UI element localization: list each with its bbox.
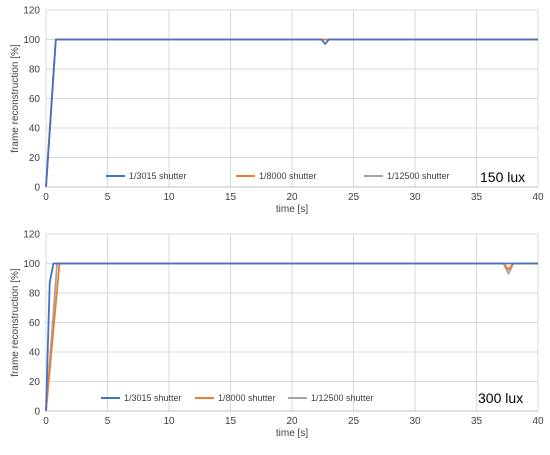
- x-tick-label: 20: [286, 192, 298, 203]
- x-tick-label: 5: [105, 192, 111, 203]
- y-tick-label: 100: [23, 259, 40, 270]
- legend-label: 1/3015 shutter: [124, 393, 182, 403]
- x-tick-label: 0: [43, 192, 49, 203]
- legend-label: 1/3015 shutter: [129, 171, 187, 181]
- chart-panel-2: 0 20 40 60 80 100 120 0 5 10 15 20 25 30 35 40 time [s] f…: [10, 230, 544, 440]
- legend-label: 1/12500 shutter: [387, 171, 450, 181]
- y-tick-label: 120: [23, 230, 40, 241]
- x-tick-label: 35: [471, 192, 483, 203]
- legend-label: 1/12500 shutter: [311, 393, 374, 403]
- y-tick-label: 20: [29, 153, 41, 164]
- series-line: [45, 38, 538, 188]
- x-tick-label: 10: [163, 192, 175, 203]
- x-tick-label: 15: [225, 192, 237, 203]
- y-axis-title: frame reconstruction [%]: [10, 44, 21, 153]
- y-tick-label: 60: [29, 94, 41, 105]
- legend-label: 1/8000 shutter: [218, 393, 276, 403]
- x-tick-label: 0: [43, 416, 49, 427]
- y-tick-label: 40: [29, 348, 41, 359]
- x-axis-title: time [s]: [276, 204, 308, 215]
- x-tick-label: 40: [532, 416, 544, 427]
- lux-annotation: 300 lux: [478, 390, 523, 406]
- x-tick-label: 25: [348, 416, 360, 427]
- y-tick-label: 20: [29, 377, 41, 388]
- x-tick-label: 5: [105, 416, 111, 427]
- x-tick-label: 10: [163, 416, 175, 427]
- x-tick-label: 40: [532, 192, 544, 203]
- legend-label: 1/8000 shutter: [259, 171, 317, 181]
- y-axis-title: frame reconstruction [%]: [10, 268, 21, 377]
- y-tick-label: 60: [29, 318, 41, 329]
- x-tick-label: 15: [225, 416, 237, 427]
- y-tick-label: 0: [34, 407, 40, 418]
- series-line: [45, 262, 538, 412]
- y-tick-label: 0: [34, 183, 40, 194]
- chart-panel-1: 0 20 40 60 80 100 120 0 5 10 15 20 25 30 35 40 time [s] f…: [10, 6, 544, 216]
- y-tick-label: 40: [29, 124, 41, 135]
- y-tick-label: 80: [29, 65, 41, 76]
- y-tick-label: 100: [23, 35, 40, 46]
- x-tick-label: 20: [286, 416, 298, 427]
- x-tick-label: 30: [409, 416, 421, 427]
- x-tick-label: 25: [348, 192, 360, 203]
- x-tick-label: 30: [409, 192, 421, 203]
- lux-annotation: 150 lux: [480, 169, 525, 185]
- y-tick-label: 80: [29, 289, 41, 300]
- y-tick-label: 120: [23, 6, 40, 17]
- x-axis-title: time [s]: [276, 428, 308, 439]
- x-tick-label: 35: [471, 416, 483, 427]
